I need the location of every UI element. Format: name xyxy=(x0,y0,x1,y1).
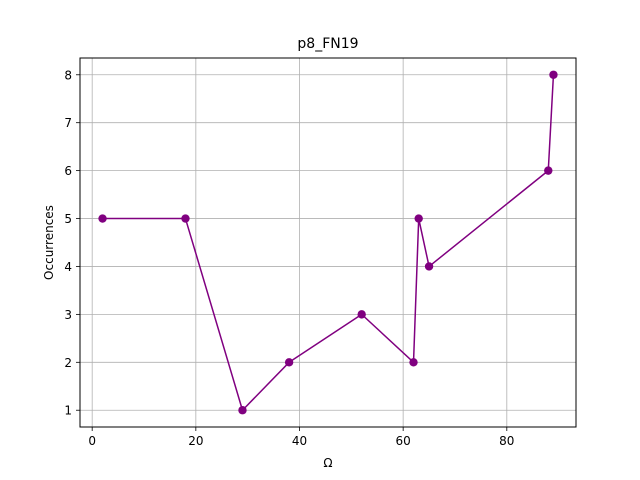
x-tick-label: 80 xyxy=(499,434,514,448)
y-tick-label: 5 xyxy=(64,212,72,226)
data-point xyxy=(98,214,107,223)
x-tick-label: 40 xyxy=(292,434,307,448)
y-tick-label: 2 xyxy=(64,356,72,370)
y-tick-label: 3 xyxy=(64,308,72,322)
y-tick-label: 7 xyxy=(64,116,72,130)
data-point xyxy=(424,262,434,271)
data-point xyxy=(284,358,294,367)
x-tick-label: 60 xyxy=(396,434,411,448)
data-point xyxy=(549,70,558,79)
data-point xyxy=(181,214,190,223)
series-line xyxy=(102,74,555,411)
y-axis-label: Occurrences xyxy=(42,205,56,280)
y-tick-label: 4 xyxy=(64,260,72,274)
axis-ticks: 0 20 40 60 80 1 2 3 4 5 6 7 8 xyxy=(64,68,514,448)
chart-title: p8_FN19 xyxy=(297,36,358,52)
x-tick-label: 20 xyxy=(188,434,203,448)
data-point xyxy=(238,406,247,415)
y-tick-label: 1 xyxy=(64,404,72,418)
grid xyxy=(80,58,576,427)
x-axis-label: Ω xyxy=(323,456,332,470)
plot-frame xyxy=(79,57,577,428)
y-tick-label: 6 xyxy=(64,164,72,178)
data-point xyxy=(544,166,553,175)
data-point xyxy=(357,310,366,319)
x-tick-label: 0 xyxy=(88,434,96,448)
y-tick-label: 8 xyxy=(64,68,72,82)
data-point xyxy=(414,214,423,223)
data-point xyxy=(409,358,418,367)
data-series xyxy=(98,70,558,415)
